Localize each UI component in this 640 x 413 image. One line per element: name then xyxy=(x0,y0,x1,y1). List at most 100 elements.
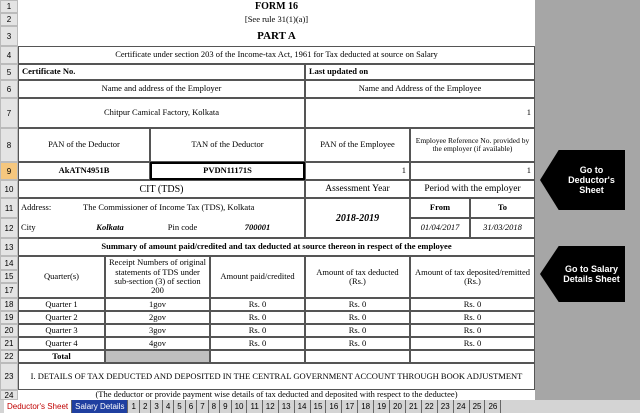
sheet-tab[interactable]: 9 xyxy=(220,400,232,413)
cell: (The deductor or provide payment wise de… xyxy=(18,390,535,400)
cell: Rs. 0 xyxy=(210,311,305,324)
cell: Rs. 0 xyxy=(410,324,535,337)
sheet-tab[interactable]: 19 xyxy=(374,400,391,413)
sheet-tab[interactable]: 26 xyxy=(485,400,502,413)
row-header: 13 xyxy=(0,238,18,256)
sheet-tab[interactable]: 3 xyxy=(151,400,163,413)
sheet-tab[interactable]: 22 xyxy=(422,400,438,413)
cell xyxy=(410,350,535,363)
cell: The Commissioner of Income Tax (TDS), Ko… xyxy=(83,202,255,213)
cell: 31/03/2018 xyxy=(470,218,535,238)
cell xyxy=(305,350,410,363)
cell: To xyxy=(470,198,535,218)
sheet-tab[interactable]: 6 xyxy=(186,400,198,413)
sheet-tab[interactable]: Salary Details xyxy=(72,400,129,413)
cell: City xyxy=(21,222,36,233)
cell: Rs. 0 xyxy=(210,324,305,337)
cell: Quarter 3 xyxy=(18,324,105,337)
sheet-tab[interactable]: 16 xyxy=(326,400,343,413)
cell: 2018-2019 xyxy=(305,198,410,238)
cell: AkATN4951B xyxy=(18,162,150,180)
sheet-tab[interactable]: 25 xyxy=(470,400,486,413)
cell: Name and Address of the Employee xyxy=(305,80,535,98)
row-header: 8 xyxy=(0,128,18,162)
cell: PVDN11171S xyxy=(150,162,305,180)
cell: PAN of the Employee xyxy=(305,128,410,162)
cell: I. DETAILS OF TAX DEDUCTED AND DEPOSITED… xyxy=(18,363,535,390)
row-header: 1 xyxy=(0,0,18,13)
sheet-tab[interactable]: 7 xyxy=(197,400,209,413)
sheet-tab[interactable]: 4 xyxy=(163,400,175,413)
form-title: FORM 16 xyxy=(18,0,535,13)
cell: Rs. 0 xyxy=(305,337,410,350)
sheet-tab[interactable]: 1 xyxy=(128,400,140,413)
cell: 4gov xyxy=(105,337,210,350)
sheet-tab[interactable]: 13 xyxy=(279,400,295,413)
cell: CIT (TDS) xyxy=(18,180,305,198)
column-header: Quarter(s) xyxy=(18,256,105,298)
sheet-tab[interactable]: 11 xyxy=(247,400,263,413)
cell: Total xyxy=(18,350,105,363)
cell: 1 xyxy=(305,162,410,180)
sheet-tab[interactable]: Deductor's Sheet xyxy=(4,400,73,413)
sheet-tab[interactable]: 8 xyxy=(209,400,221,413)
sheet-tab[interactable]: 24 xyxy=(454,400,470,413)
cell: 2gov xyxy=(105,311,210,324)
cell: Address: xyxy=(21,202,52,213)
row-header: 11 xyxy=(0,198,18,218)
cell: PAN of the Deductor xyxy=(18,128,150,162)
cell: Certificate under section 203 of the Inc… xyxy=(18,46,535,64)
cell: Rs. 0 xyxy=(410,311,535,324)
row-header: 18 xyxy=(0,298,18,311)
cell: Rs. 0 xyxy=(210,298,305,311)
sheet-tab[interactable]: 23 xyxy=(438,400,454,413)
row-header: 17 xyxy=(0,283,18,298)
row-header: 14 xyxy=(0,256,18,270)
row-header: 15 xyxy=(0,270,18,283)
row-header: 23 xyxy=(0,363,18,390)
sheet-tab[interactable]: 2 xyxy=(140,400,152,413)
row-header: 7 xyxy=(0,98,18,128)
cell: From xyxy=(410,198,470,218)
row-header: 5 xyxy=(0,64,18,80)
cell: Quarter 2 xyxy=(18,311,105,324)
cell: Employee Reference No. provided by the e… xyxy=(410,128,535,162)
cell: Period with the employer xyxy=(410,180,535,198)
sheet-tab[interactable]: 14 xyxy=(295,400,311,413)
cell: 3gov xyxy=(105,324,210,337)
cell: Rs. 0 xyxy=(305,324,410,337)
sheet-tab[interactable]: 17 xyxy=(342,400,359,413)
cell: 1 xyxy=(305,98,535,128)
row-header: 21 xyxy=(0,337,18,350)
nav-button[interactable]: Go to Salary Details Sheet xyxy=(540,246,625,302)
sheet-tab[interactable]: 5 xyxy=(174,400,186,413)
row-header: 19 xyxy=(0,311,18,324)
sheet-tab[interactable]: 20 xyxy=(390,400,406,413)
cell: Rs. 0 xyxy=(210,337,305,350)
column-header: Receipt Numbers of original statements o… xyxy=(105,256,210,298)
sheet-tab[interactable]: 12 xyxy=(263,400,279,413)
sheet-tab[interactable]: 21 xyxy=(406,400,422,413)
cell: Rs. 0 xyxy=(305,298,410,311)
sheet-tab[interactable]: 15 xyxy=(311,400,327,413)
cell: Quarter 4 xyxy=(18,337,105,350)
cell: [See rule 31(1)(a)] xyxy=(18,13,535,26)
cell: 1 xyxy=(410,162,535,180)
row-header: 3 xyxy=(0,26,18,46)
nav-button[interactable]: Go to Deductor's Sheet xyxy=(540,150,625,210)
sheet-tab[interactable]: 10 xyxy=(232,400,248,413)
cell: 01/04/2017 xyxy=(410,218,470,238)
column-header: Amount of tax deposited/remitted (Rs.) xyxy=(410,256,535,298)
cell xyxy=(18,198,305,238)
cell: Rs. 0 xyxy=(410,337,535,350)
row-header: 20 xyxy=(0,324,18,337)
cell: Rs. 0 xyxy=(410,298,535,311)
row-header: 12 xyxy=(0,218,18,238)
row-header: 10 xyxy=(0,180,18,198)
cell: Name and address of the Employer xyxy=(18,80,305,98)
row-header: 6 xyxy=(0,80,18,98)
cell: Assessment Year xyxy=(305,180,410,198)
sheet-tab[interactable]: 18 xyxy=(358,400,375,413)
part-title: PART A xyxy=(18,26,535,46)
